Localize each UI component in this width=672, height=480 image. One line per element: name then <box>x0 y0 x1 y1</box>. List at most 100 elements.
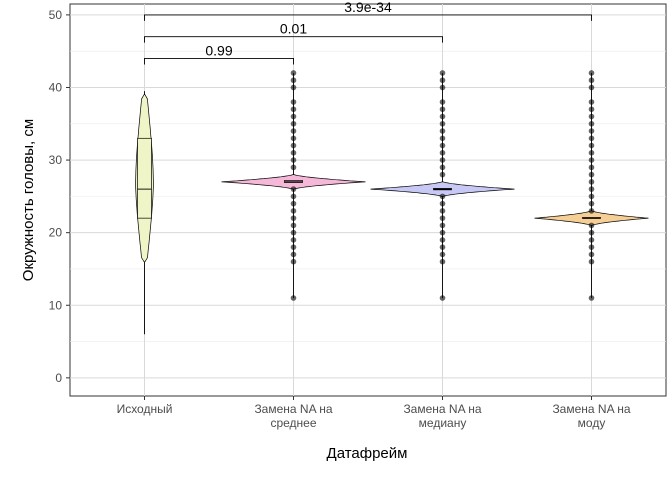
outlier-point <box>439 84 446 91</box>
x-tick-label: Замена NA на медиану <box>403 402 481 430</box>
bracket-line <box>144 57 294 65</box>
outlier-point <box>588 171 595 178</box>
outlier-point <box>290 208 297 214</box>
outlier-point <box>290 113 297 120</box>
outlier-point <box>439 244 446 250</box>
x-axis-title: Датафрейм <box>327 445 408 462</box>
outlier-point <box>588 193 595 200</box>
p-value-label: 3.9e-34 <box>344 0 392 15</box>
outlier-point <box>290 186 297 192</box>
outlier-point <box>439 106 446 113</box>
outlier-point <box>588 113 595 120</box>
outlier-point <box>588 258 595 265</box>
violins <box>135 70 649 335</box>
outlier-point <box>290 150 297 156</box>
p-value-label: 0.01 <box>280 21 307 37</box>
outlier-point <box>439 142 446 149</box>
outlier-point <box>290 237 297 243</box>
outlier-point <box>588 157 595 163</box>
p-value-label: 0.99 <box>205 42 232 58</box>
outlier-point <box>290 222 297 229</box>
outlier-point <box>439 70 446 76</box>
outlier-point <box>290 84 297 91</box>
outlier-point <box>290 106 297 113</box>
outlier-point <box>439 251 446 258</box>
x-tick-label: Замена NA на среднее <box>254 402 332 430</box>
y-tick-label: 50 <box>49 8 63 22</box>
significance-brackets: 0.99 0.01 3.9e-34 <box>144 0 592 65</box>
outlier-point <box>290 295 297 301</box>
outlier-point <box>588 244 595 250</box>
outlier-point <box>439 128 446 134</box>
outlier-point <box>588 106 595 113</box>
y-tick-label: 30 <box>49 153 63 167</box>
outlier-point <box>588 70 595 76</box>
outlier-point <box>588 84 595 91</box>
outlier-point <box>588 150 595 156</box>
bracket-line <box>144 36 443 43</box>
outlier-point <box>588 237 595 243</box>
outlier-point <box>290 135 297 142</box>
outlier-point <box>290 164 297 171</box>
y-tick-label: 0 <box>55 371 62 385</box>
outlier-point <box>588 142 595 149</box>
outlier-point <box>588 200 595 207</box>
outlier-point <box>588 251 595 258</box>
outlier-point <box>290 120 297 127</box>
outlier-point <box>290 193 297 200</box>
significance-bracket: 0.01 <box>144 21 443 43</box>
outlier-point <box>439 99 446 105</box>
x-tick-label: Замена NA на моду <box>552 402 630 430</box>
significance-bracket: 0.99 <box>144 42 294 65</box>
outlier-point <box>588 179 595 185</box>
y-axis-title: Окружность головы, см <box>20 119 37 281</box>
outlier-point <box>439 135 446 142</box>
outlier-point <box>439 215 446 221</box>
outlier-point <box>290 99 297 105</box>
outlier-point <box>439 77 446 84</box>
plot-panel <box>69 3 667 397</box>
outlier-point <box>588 99 595 105</box>
outlier-point <box>290 142 297 149</box>
outlier-point <box>439 200 446 207</box>
x-axis-ticks: Исходный Замена NA на среднее Замена NA на м… <box>117 396 631 430</box>
significance-bracket: 3.9e-34 <box>144 0 592 21</box>
outlier-point <box>588 186 595 192</box>
outlier-point <box>290 244 297 250</box>
outlier-point <box>439 113 446 120</box>
outlier-point <box>439 295 446 301</box>
outlier-point <box>588 77 595 84</box>
violin-group <box>221 70 366 301</box>
outlier-point <box>290 200 297 207</box>
y-tick-label: 20 <box>49 226 63 240</box>
outlier-point <box>588 295 595 301</box>
outlier-point <box>439 171 446 178</box>
outlier-point <box>439 237 446 243</box>
outlier-point <box>439 164 446 171</box>
outlier-point <box>439 229 446 236</box>
violin-group <box>534 70 649 301</box>
y-tick-label: 10 <box>49 298 63 312</box>
outlier-point <box>290 128 297 134</box>
outlier-point <box>290 157 297 163</box>
outlier-point <box>588 208 595 214</box>
outlier-point <box>439 258 446 265</box>
outlier-point <box>290 251 297 258</box>
outlier-point <box>290 229 297 236</box>
bracket-line <box>144 14 592 21</box>
x-tick-label: Исходный <box>117 402 173 416</box>
outlier-point <box>588 128 595 134</box>
outlier-point <box>588 222 595 229</box>
outlier-point <box>588 135 595 142</box>
outlier-point <box>588 164 595 171</box>
outlier-point <box>290 77 297 84</box>
outlier-point <box>290 70 297 76</box>
outlier-point <box>439 208 446 214</box>
outlier-point <box>588 120 595 127</box>
box <box>137 137 152 219</box>
y-tick-label: 40 <box>49 80 63 94</box>
violin-group <box>370 70 515 301</box>
outlier-point <box>290 215 297 221</box>
outlier-point <box>439 157 446 163</box>
